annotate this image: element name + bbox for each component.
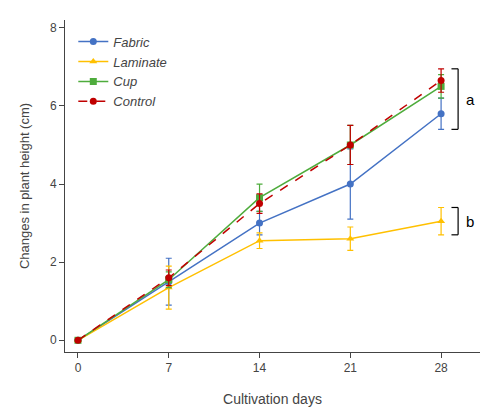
svg-text:6: 6 — [50, 99, 57, 113]
svg-text:Fabric: Fabric — [113, 35, 150, 50]
svg-text:Cultivation days: Cultivation days — [223, 391, 322, 407]
svg-text:Control: Control — [113, 94, 156, 109]
svg-text:14: 14 — [253, 361, 267, 375]
svg-text:2: 2 — [50, 255, 57, 269]
svg-text:21: 21 — [344, 361, 358, 375]
svg-text:7: 7 — [165, 361, 172, 375]
svg-text:Changes in plant height (cm): Changes in plant height (cm) — [17, 103, 32, 269]
svg-text:0: 0 — [75, 361, 82, 375]
svg-text:Cup: Cup — [113, 74, 137, 89]
svg-text:28: 28 — [434, 361, 448, 375]
svg-text:Laminate: Laminate — [113, 55, 166, 70]
svg-text:a: a — [466, 91, 475, 108]
svg-text:4: 4 — [50, 177, 57, 191]
svg-text:0: 0 — [50, 333, 57, 347]
svg-text:8: 8 — [50, 21, 57, 35]
svg-text:b: b — [466, 213, 474, 230]
